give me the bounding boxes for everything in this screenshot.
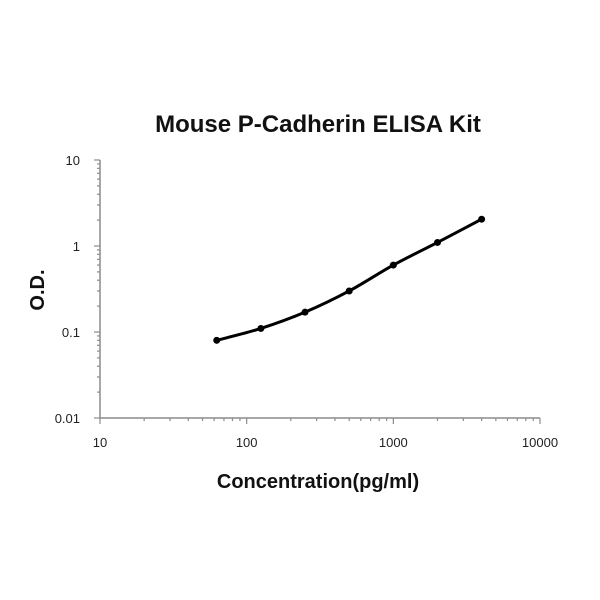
y-axis-label: O.D. — [27, 269, 49, 310]
y-tick-label: 0.01 — [55, 411, 80, 426]
plot-area — [213, 215, 486, 344]
data-point — [478, 215, 486, 223]
x-tick-label: 100 — [236, 435, 258, 450]
chart-title: Mouse P-Cadherin ELISA Kit — [155, 111, 481, 138]
data-point — [257, 324, 265, 332]
x-tick-label: 10 — [93, 435, 107, 450]
y-tick-label: 0.1 — [62, 325, 80, 340]
x-tick-label: 10000 — [522, 435, 558, 450]
data-point — [433, 238, 441, 246]
data-point — [345, 287, 353, 295]
x-axis-label: Concentration(pg/ml) — [217, 471, 419, 493]
axis-ticks — [94, 159, 541, 424]
data-point — [389, 261, 397, 269]
x-tick-label: 1000 — [379, 435, 408, 450]
series-line — [215, 217, 484, 342]
y-tick-label: 10 — [66, 153, 80, 168]
data-point — [301, 308, 309, 316]
tick-labels: 0.01 0.1 1 10 10 100 1000 10000 — [55, 153, 558, 450]
y-tick-label: 1 — [73, 239, 80, 254]
data-point — [213, 336, 221, 344]
